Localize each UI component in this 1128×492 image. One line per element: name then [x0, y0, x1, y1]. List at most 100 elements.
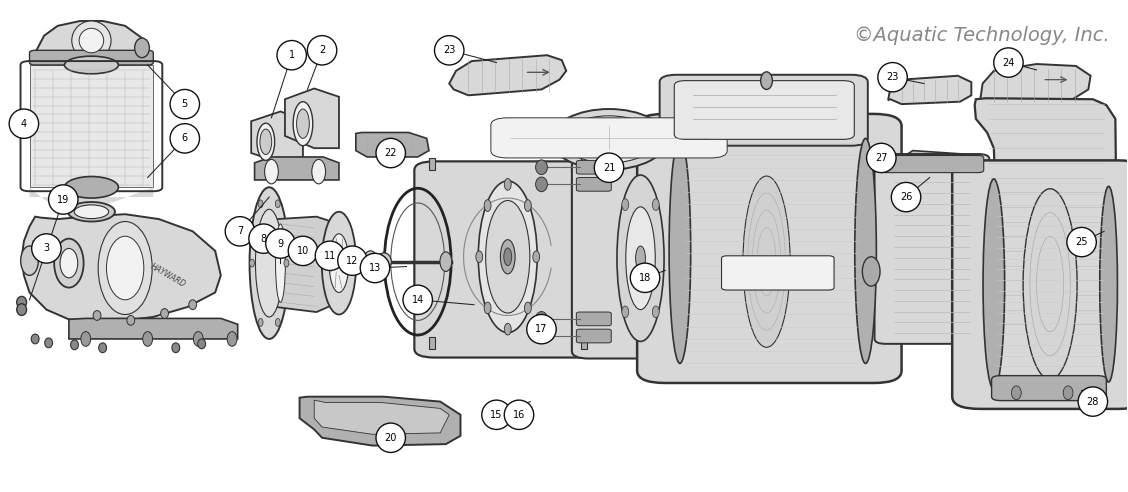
Polygon shape	[429, 158, 434, 170]
Text: 12: 12	[346, 256, 359, 266]
Ellipse shape	[504, 179, 511, 190]
Ellipse shape	[652, 199, 659, 211]
Ellipse shape	[126, 315, 134, 325]
Text: 10: 10	[297, 246, 309, 256]
Ellipse shape	[54, 239, 83, 288]
Ellipse shape	[363, 251, 378, 273]
Text: 16: 16	[513, 410, 526, 420]
Ellipse shape	[476, 251, 483, 263]
Ellipse shape	[193, 332, 203, 346]
Ellipse shape	[259, 129, 272, 154]
Text: 25: 25	[1075, 237, 1087, 247]
Ellipse shape	[284, 259, 289, 267]
Ellipse shape	[504, 248, 512, 266]
Ellipse shape	[71, 340, 79, 350]
Ellipse shape	[536, 329, 547, 343]
Ellipse shape	[484, 302, 491, 314]
Polygon shape	[315, 400, 449, 434]
FancyBboxPatch shape	[992, 376, 1107, 400]
Text: 17: 17	[536, 324, 548, 334]
Ellipse shape	[106, 236, 143, 300]
Ellipse shape	[635, 246, 645, 271]
Text: 26: 26	[900, 192, 913, 202]
Ellipse shape	[143, 332, 152, 346]
Polygon shape	[255, 157, 338, 180]
Ellipse shape	[525, 302, 531, 314]
Ellipse shape	[360, 253, 389, 283]
Text: 5: 5	[182, 99, 188, 109]
Ellipse shape	[855, 138, 876, 364]
Ellipse shape	[297, 109, 309, 138]
Ellipse shape	[94, 310, 102, 320]
Text: 6: 6	[182, 133, 188, 143]
FancyBboxPatch shape	[576, 329, 611, 343]
Text: 22: 22	[385, 148, 397, 158]
Polygon shape	[252, 112, 303, 163]
FancyBboxPatch shape	[952, 160, 1128, 409]
Ellipse shape	[891, 183, 920, 212]
Text: 21: 21	[602, 163, 615, 173]
Text: HAYWARD: HAYWARD	[149, 262, 187, 289]
Polygon shape	[21, 214, 221, 322]
Polygon shape	[285, 89, 338, 148]
Ellipse shape	[376, 423, 405, 453]
Ellipse shape	[49, 185, 78, 214]
Ellipse shape	[60, 248, 78, 278]
Text: 20: 20	[385, 433, 397, 443]
Ellipse shape	[197, 339, 205, 349]
Ellipse shape	[74, 205, 108, 218]
Ellipse shape	[486, 201, 530, 313]
Ellipse shape	[377, 253, 391, 271]
Ellipse shape	[1100, 186, 1118, 382]
Polygon shape	[581, 337, 587, 349]
Polygon shape	[300, 397, 460, 446]
Ellipse shape	[72, 21, 111, 60]
Ellipse shape	[171, 343, 179, 353]
Ellipse shape	[878, 62, 907, 92]
Text: 23: 23	[887, 72, 899, 82]
FancyBboxPatch shape	[637, 114, 901, 383]
Ellipse shape	[81, 332, 90, 346]
Ellipse shape	[622, 199, 628, 211]
Polygon shape	[975, 98, 1118, 337]
Text: 9: 9	[277, 239, 283, 248]
Polygon shape	[901, 151, 978, 183]
Ellipse shape	[315, 241, 345, 271]
Ellipse shape	[170, 123, 200, 153]
Ellipse shape	[532, 251, 539, 263]
Ellipse shape	[594, 153, 624, 183]
Ellipse shape	[760, 72, 773, 90]
Ellipse shape	[99, 343, 106, 353]
Ellipse shape	[275, 200, 280, 208]
Ellipse shape	[484, 200, 491, 212]
FancyBboxPatch shape	[880, 155, 984, 173]
Polygon shape	[980, 64, 1091, 105]
FancyBboxPatch shape	[576, 312, 611, 326]
Ellipse shape	[329, 234, 349, 292]
FancyBboxPatch shape	[572, 158, 713, 359]
Ellipse shape	[249, 187, 289, 339]
Ellipse shape	[994, 48, 1023, 77]
Ellipse shape	[9, 109, 38, 138]
Ellipse shape	[188, 300, 196, 309]
Text: 11: 11	[324, 251, 336, 261]
Ellipse shape	[440, 252, 451, 272]
Text: 19: 19	[58, 194, 70, 205]
Ellipse shape	[277, 40, 307, 70]
Ellipse shape	[249, 224, 279, 253]
Ellipse shape	[45, 338, 53, 348]
Ellipse shape	[98, 221, 152, 314]
Ellipse shape	[403, 285, 432, 314]
FancyBboxPatch shape	[675, 81, 854, 139]
Ellipse shape	[258, 318, 263, 326]
Ellipse shape	[258, 200, 263, 208]
FancyBboxPatch shape	[29, 50, 153, 65]
Polygon shape	[29, 187, 153, 212]
Ellipse shape	[289, 236, 318, 266]
Ellipse shape	[478, 181, 537, 333]
Text: ©Aquatic Technology, Inc.: ©Aquatic Technology, Inc.	[854, 26, 1110, 45]
Ellipse shape	[226, 216, 255, 246]
Ellipse shape	[1067, 227, 1096, 257]
Ellipse shape	[561, 116, 658, 163]
Ellipse shape	[266, 229, 296, 258]
